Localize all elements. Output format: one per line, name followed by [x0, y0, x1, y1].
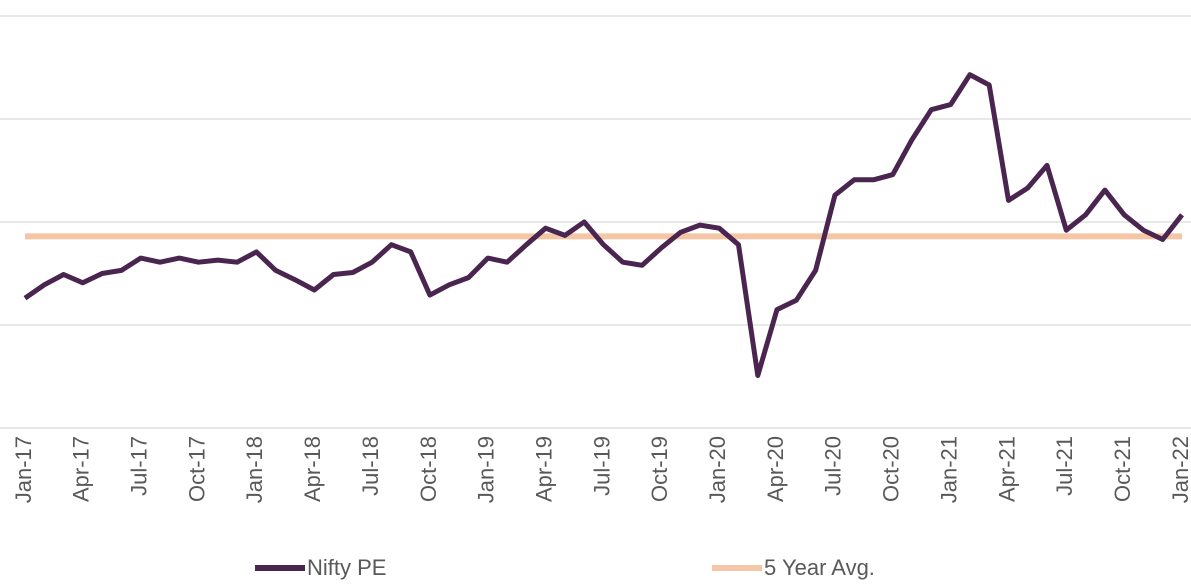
x-tick-label: Jul-18 — [358, 436, 383, 496]
x-tick-label: Jul-21 — [1052, 436, 1077, 496]
x-tick-label: Jan-20 — [705, 436, 730, 503]
x-tick-label: Oct-17 — [184, 436, 209, 502]
x-tick-label: Jul-20 — [821, 436, 846, 496]
x-tick-label: Apr-20 — [763, 436, 788, 502]
x-tick-label: Apr-21 — [994, 436, 1019, 502]
x-tick-label: Oct-18 — [416, 436, 441, 502]
x-tick-label: Jan-19 — [474, 436, 499, 503]
x-tick-label: Apr-17 — [69, 436, 94, 502]
x-tick-label: Apr-19 — [531, 436, 556, 502]
x-tick-label: Jul-19 — [589, 436, 614, 496]
x-tick-label: Jan-18 — [242, 436, 267, 503]
x-tick-label: Oct-20 — [879, 436, 904, 502]
x-tick-label: Oct-19 — [647, 436, 672, 502]
series-line — [23, 72, 1184, 378]
legend-label: Nifty PE — [307, 555, 386, 580]
x-tick-label: Jan-22 — [1168, 436, 1191, 503]
legend-label: 5 Year Avg. — [764, 555, 875, 580]
x-tick-label: Apr-18 — [300, 436, 325, 502]
x-tick-label: Jul-17 — [127, 436, 152, 496]
x-tick-label: Oct-21 — [1110, 436, 1135, 502]
x-tick-label: Jan-17 — [11, 436, 36, 503]
x-tick-label: Jan-21 — [936, 436, 961, 503]
